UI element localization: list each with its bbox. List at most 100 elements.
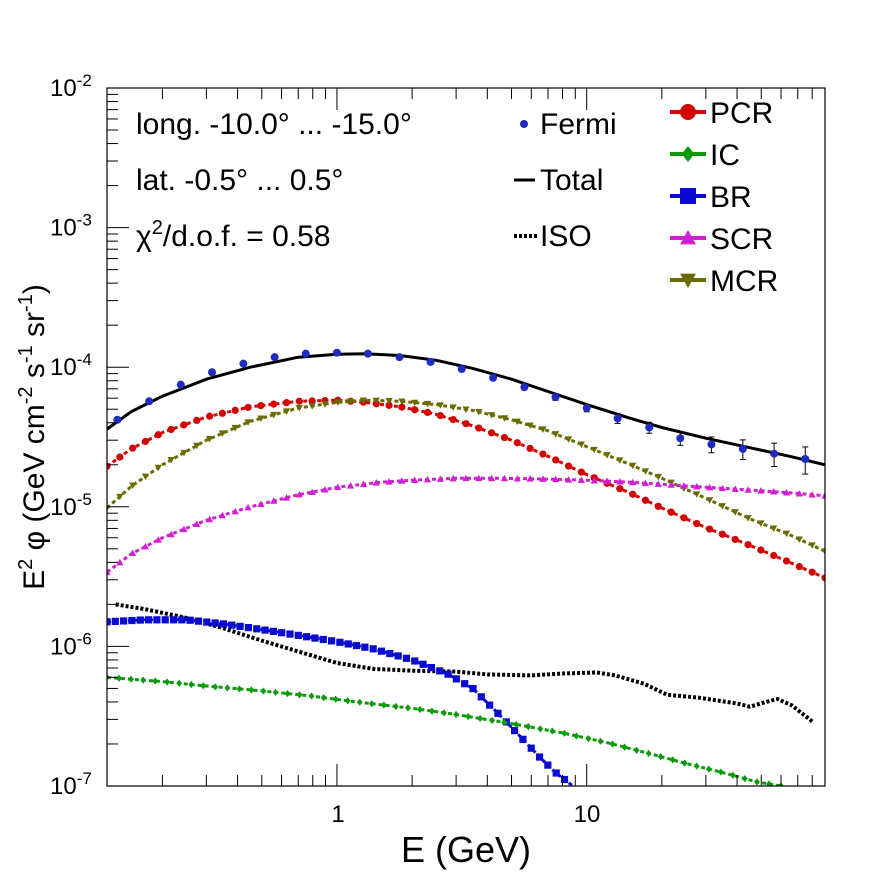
series-ic-marker — [597, 737, 604, 745]
series-scr-marker — [372, 479, 380, 486]
fermi-point — [395, 353, 404, 362]
series-mcr-marker — [154, 464, 162, 472]
y-axis-label: E2 φ (GeV cm-2 s-1 sr-1) — [15, 284, 51, 590]
series-br-marker — [552, 769, 560, 777]
series-pcr-marker — [270, 400, 278, 408]
legend-iso-label: ISO — [540, 220, 592, 253]
series-br-marker — [494, 709, 502, 717]
series-pcr-marker — [770, 551, 778, 560]
series-mcr-marker — [449, 404, 457, 411]
series-ic-marker — [128, 675, 134, 683]
series-scr-marker — [231, 507, 239, 515]
series-ic-marker — [501, 718, 508, 726]
series-pcr-marker — [718, 530, 727, 538]
series-br-marker — [544, 761, 552, 769]
series-mcr-marker — [475, 409, 483, 416]
series-br-marker — [452, 675, 460, 683]
fermi-point — [457, 365, 466, 374]
y-tick-label: 10-3 — [50, 211, 92, 242]
series-scr-marker — [116, 558, 124, 566]
series-ic — [107, 673, 784, 786]
legend-scr-label: SCR — [710, 223, 773, 256]
axis-ticks — [107, 88, 826, 787]
series-br-marker — [194, 617, 203, 625]
series-pcr-marker — [577, 468, 585, 476]
series-mcr-marker — [808, 542, 816, 549]
series-scr-marker — [107, 568, 111, 576]
series-ic-marker — [585, 734, 592, 743]
series-pcr-line — [107, 398, 825, 580]
series-br-marker — [153, 616, 161, 624]
fermi-point — [208, 368, 217, 377]
series-ic-marker — [272, 688, 279, 696]
series-mcr-marker — [718, 503, 727, 510]
series-br-marker — [228, 621, 236, 629]
series-scr-marker — [513, 474, 521, 482]
series-ic-marker — [392, 702, 399, 711]
series-mcr-marker — [641, 468, 650, 475]
series-ic-marker — [633, 746, 640, 754]
series-ic-marker — [164, 678, 171, 686]
series-scr-marker — [154, 536, 162, 543]
series-scr-marker — [205, 515, 214, 523]
series-pcr-marker — [526, 444, 534, 453]
series-br-marker — [261, 626, 269, 634]
series-mcr-marker — [629, 462, 637, 470]
fermi-point — [520, 383, 529, 392]
series-pcr-marker — [449, 416, 457, 424]
latitude-annotation: lat. -0.5° ... 0.5° — [136, 164, 343, 197]
series-ic-marker — [417, 705, 423, 714]
series-scr-marker — [180, 525, 188, 533]
fermi-marker — [363, 349, 372, 358]
series-scr-marker — [552, 475, 560, 483]
series-scr-marker — [321, 485, 329, 493]
series-br-marker — [286, 630, 294, 638]
series-pcr-marker — [808, 568, 816, 576]
series-pcr-marker — [680, 514, 688, 522]
series-br-marker — [336, 638, 344, 646]
series-pcr-marker — [564, 462, 573, 470]
longitude-annotation: long. -10.0° ... -15.0° — [136, 108, 412, 141]
series-scr-marker — [590, 476, 598, 484]
fermi-marker — [489, 373, 498, 382]
series-scr-marker — [526, 475, 534, 482]
series-br-marker — [107, 618, 111, 626]
series-mcr-marker — [590, 446, 598, 454]
fermi-marker — [145, 397, 154, 406]
series-pcr-marker — [641, 496, 650, 504]
fermi-point — [145, 397, 154, 406]
series-pcr-marker — [744, 540, 752, 549]
x-tick-label-10: 10 — [574, 801, 601, 828]
series-mcr-marker — [321, 401, 329, 408]
fermi-marker — [301, 349, 310, 358]
series-br-marker — [527, 744, 535, 752]
fermi-point — [707, 436, 716, 454]
series-ic-marker — [212, 683, 219, 691]
legend-left: Fermi Total ISO — [514, 108, 617, 253]
series-br-marker — [402, 654, 411, 662]
fermi-marker — [270, 353, 279, 362]
series-scr-marker — [667, 481, 675, 488]
series-scr-marker — [500, 474, 509, 482]
fermi-point — [239, 359, 248, 368]
series-mcr-marker — [411, 399, 419, 407]
series-pcr-marker — [244, 403, 252, 411]
series-ic-marker — [717, 768, 724, 776]
series-mcr-marker — [782, 530, 791, 538]
legend-br-label: BR — [710, 181, 752, 214]
fermi-point — [270, 353, 279, 362]
series-mcr-marker — [564, 436, 573, 443]
series-br-marker — [111, 617, 119, 625]
series-mcr-marker — [141, 473, 150, 481]
series-br-marker — [419, 660, 427, 668]
series-pcr-marker — [629, 490, 637, 498]
fermi-point — [801, 446, 810, 475]
series-mcr-marker — [603, 452, 611, 459]
series-pcr-marker — [616, 485, 624, 493]
series-ic-marker — [742, 775, 748, 783]
fermi-marker — [426, 357, 435, 366]
series-scr-marker — [808, 491, 816, 498]
series-ic-marker — [549, 727, 556, 735]
fermi-marker — [645, 423, 654, 432]
series-mcr-marker — [513, 418, 521, 426]
